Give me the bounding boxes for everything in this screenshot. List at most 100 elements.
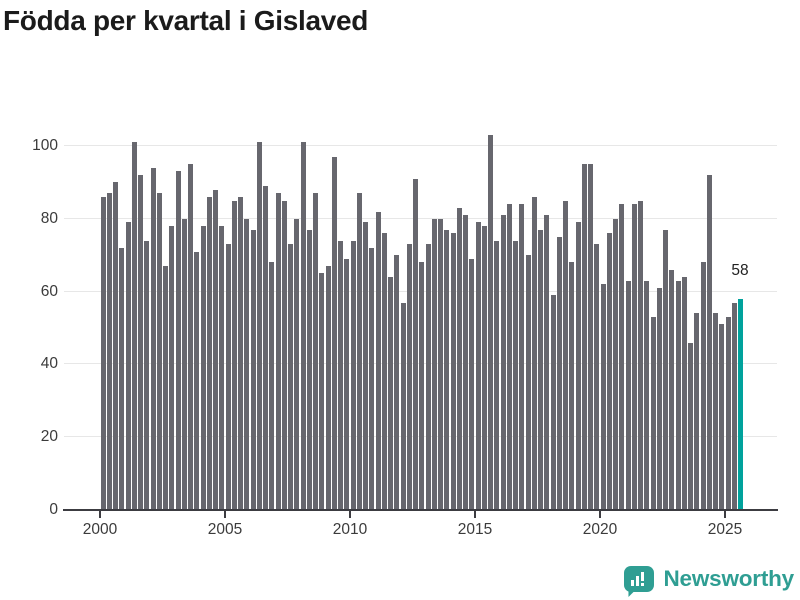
bar — [125, 222, 131, 510]
bar — [638, 200, 643, 510]
plot-area — [64, 130, 777, 510]
newsworthy-brand: Newsworthy — [624, 563, 794, 597]
bar — [250, 229, 256, 510]
bar — [544, 215, 550, 510]
bar — [431, 218, 437, 510]
bar — [275, 193, 281, 510]
bar — [538, 229, 543, 510]
bar — [556, 237, 562, 510]
bar — [525, 255, 531, 510]
bar — [731, 302, 737, 510]
bar — [294, 218, 300, 510]
bar — [181, 218, 187, 510]
x-axis-tick — [599, 511, 601, 518]
bar — [138, 175, 143, 510]
bar — [588, 164, 593, 510]
bar — [463, 215, 468, 510]
bar — [494, 240, 500, 510]
bar — [200, 226, 206, 510]
y-axis-tick-label: 60 — [40, 282, 58, 300]
gridline — [64, 145, 777, 146]
newsworthy-brand-text: Newsworthy — [663, 566, 794, 591]
x-axis-tick-label: 2005 — [207, 521, 243, 538]
bar — [563, 200, 568, 510]
page-title: Födda per kvartal i Gislaved — [3, 5, 369, 36]
bar — [106, 193, 112, 510]
bar — [519, 204, 525, 510]
y-axis-tick-label: 40 — [40, 355, 58, 373]
bar — [631, 204, 637, 510]
bar — [694, 313, 700, 510]
bar — [175, 171, 181, 510]
bar — [244, 218, 250, 510]
bar — [500, 215, 506, 510]
x-axis-tick-label: 2000 — [82, 521, 118, 538]
bar — [300, 142, 306, 510]
bar — [313, 193, 318, 510]
bar — [613, 218, 618, 510]
x-axis-tick — [724, 511, 726, 518]
bar — [600, 284, 606, 510]
bar — [438, 218, 443, 510]
bar — [150, 167, 156, 510]
bar — [575, 222, 581, 510]
bar — [156, 193, 162, 510]
x-axis-tick-label: 2020 — [582, 521, 618, 538]
bar — [650, 317, 656, 510]
gridline — [64, 217, 777, 219]
bar — [581, 164, 587, 510]
x-axis-tick — [99, 511, 101, 518]
bar — [338, 240, 343, 510]
bar — [619, 204, 625, 510]
bar — [225, 244, 231, 510]
bar — [681, 277, 687, 510]
x-axis-tick-label: 2015 — [457, 521, 493, 538]
bar — [188, 164, 193, 510]
bar — [100, 196, 106, 510]
bar — [325, 266, 331, 510]
newsworthy-logo-icon — [624, 566, 655, 597]
bar — [263, 186, 268, 510]
bar — [481, 226, 487, 510]
bar — [663, 229, 668, 510]
bar — [644, 280, 650, 510]
bar — [394, 255, 400, 510]
bar — [669, 269, 675, 510]
bar — [456, 207, 462, 510]
bar — [350, 240, 356, 510]
bar — [231, 200, 237, 510]
bar — [381, 233, 387, 510]
bar-highlight — [738, 298, 743, 510]
bar — [281, 200, 287, 510]
bar — [425, 244, 431, 510]
value-label: 58 — [731, 262, 749, 279]
bar — [113, 182, 118, 510]
bar — [675, 280, 681, 510]
bar — [213, 189, 218, 510]
bar — [388, 277, 393, 510]
bar — [488, 135, 493, 510]
bar — [475, 222, 481, 510]
y-axis-tick-label: 20 — [40, 428, 58, 446]
bar — [288, 244, 293, 510]
bar — [444, 229, 450, 510]
bar — [413, 178, 418, 510]
x-axis-tick-label: 2010 — [332, 521, 368, 538]
x-axis-line — [63, 509, 778, 511]
bar — [706, 175, 712, 510]
bar — [344, 258, 350, 510]
bar-chart-exclamation-icon — [631, 571, 648, 586]
x-axis-tick — [349, 511, 351, 518]
bar — [319, 273, 325, 510]
bar — [406, 244, 412, 510]
y-axis-tick-label: 100 — [32, 137, 58, 154]
bar — [169, 226, 175, 510]
bar — [400, 302, 406, 510]
bar — [531, 196, 537, 510]
bar — [256, 142, 262, 510]
bar — [206, 196, 212, 510]
bar — [131, 142, 137, 510]
bar — [606, 233, 612, 510]
bar — [506, 204, 512, 510]
